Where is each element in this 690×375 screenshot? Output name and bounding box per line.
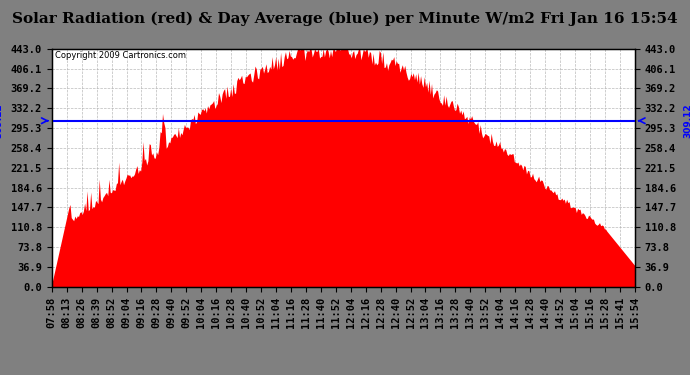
Text: 309.12: 309.12 bbox=[683, 104, 690, 138]
Text: 309.12: 309.12 bbox=[0, 104, 3, 138]
Text: Solar Radiation (red) & Day Average (blue) per Minute W/m2 Fri Jan 16 15:54: Solar Radiation (red) & Day Average (blu… bbox=[12, 11, 678, 26]
Text: Copyright 2009 Cartronics.com: Copyright 2009 Cartronics.com bbox=[55, 51, 186, 60]
